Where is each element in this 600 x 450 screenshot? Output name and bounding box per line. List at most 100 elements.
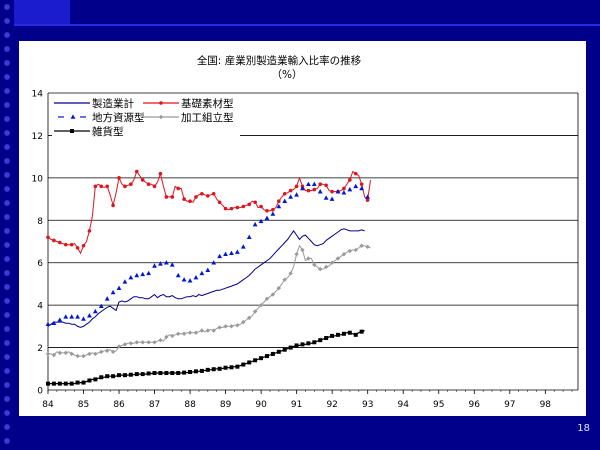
- data-point: [311, 181, 317, 187]
- data-point: [92, 308, 98, 314]
- data-point: [247, 202, 252, 207]
- data-point: [217, 325, 222, 330]
- data-point: [365, 198, 370, 202]
- data-point: [176, 371, 181, 376]
- data-point: [158, 337, 163, 343]
- data-point: [341, 190, 347, 195]
- data-point: [347, 330, 352, 335]
- data-point: [123, 184, 127, 189]
- data-point: [175, 331, 181, 336]
- data-point: [246, 234, 252, 240]
- data-point: [353, 183, 359, 189]
- data-point: [170, 195, 175, 199]
- data-point: [288, 271, 293, 276]
- data-point: [335, 256, 341, 261]
- data-point: [57, 350, 63, 356]
- data-point: [51, 320, 57, 325]
- data-point: [134, 272, 140, 278]
- data-point: [116, 344, 122, 349]
- data-point: [282, 191, 287, 196]
- legend-item: 基礎素材型: [143, 97, 234, 110]
- data-point: [300, 185, 305, 191]
- data-point: [294, 252, 299, 257]
- data-point: [105, 184, 109, 189]
- data-point: [199, 328, 205, 333]
- data-point: [99, 184, 104, 189]
- legend-marker: [159, 101, 163, 105]
- data-point: [152, 371, 157, 376]
- data-point: [234, 249, 240, 254]
- data-point: [229, 365, 234, 370]
- data-point: [75, 353, 80, 359]
- dotted-border-decoration: [0, 0, 14, 450]
- data-point: [170, 333, 175, 339]
- data-point: [93, 351, 98, 357]
- data-point: [253, 200, 257, 205]
- data-point: [241, 204, 246, 209]
- data-point: [223, 365, 228, 370]
- data-point: [288, 188, 293, 193]
- data-point: [169, 262, 175, 267]
- data-point: [181, 277, 187, 282]
- gridlines: [47, 92, 579, 391]
- data-point: [341, 331, 346, 336]
- data-point: [200, 191, 204, 196]
- data-point: [300, 247, 305, 253]
- data-point: [75, 380, 80, 385]
- data-point: [111, 374, 116, 379]
- data-point: [63, 242, 68, 247]
- data-point: [188, 369, 193, 374]
- x-tick-label: 94: [398, 400, 410, 410]
- data-point: [264, 215, 270, 220]
- data-point: [235, 364, 240, 369]
- data-point: [359, 185, 365, 191]
- data-point: [211, 367, 216, 372]
- data-point: [163, 260, 169, 265]
- data-point: [158, 371, 163, 376]
- data-point: [223, 324, 228, 329]
- x-tick-label: 88: [184, 400, 196, 410]
- data-point: [193, 369, 198, 374]
- data-point: [146, 371, 151, 376]
- data-point: [312, 187, 317, 192]
- chart-title: 全国: 産業別製造業輸入比率の推移: [197, 54, 362, 67]
- data-point: [188, 199, 192, 203]
- x-tick-label: 93: [362, 400, 373, 410]
- data-point: [223, 251, 228, 257]
- data-point: [176, 186, 180, 191]
- data-point: [330, 189, 334, 194]
- data-point: [305, 181, 311, 187]
- data-point: [146, 340, 151, 345]
- legend-marker: [70, 129, 74, 133]
- data-point: [282, 277, 287, 282]
- page-number: 18: [577, 423, 590, 434]
- data-point: [347, 248, 353, 254]
- data-point: [240, 244, 246, 249]
- data-point: [140, 372, 145, 377]
- y-axis: 0 2 4 6 8 10 12 14: [32, 90, 44, 397]
- data-point: [194, 195, 198, 199]
- data-point: [140, 178, 145, 182]
- data-point: [199, 270, 205, 276]
- legend-label: 基礎素材型: [181, 97, 234, 110]
- data-point: [223, 206, 228, 211]
- y-tick-label: 4: [37, 302, 43, 312]
- data-point: [122, 342, 128, 347]
- data-point: [217, 366, 222, 371]
- data-point: [205, 328, 210, 333]
- y-tick-label: 2: [37, 344, 43, 354]
- data-point: [217, 200, 222, 205]
- data-point: [270, 292, 276, 297]
- data-point: [117, 373, 122, 378]
- data-point: [288, 345, 293, 350]
- data-point: [129, 182, 133, 187]
- series-1: [47, 228, 365, 328]
- x-tick-label: 90: [255, 400, 267, 410]
- x-axis: 84 85 86 87 88 89 90 91 92 93 94 95 96 97 98: [42, 390, 573, 410]
- data-point: [252, 309, 258, 314]
- series-group: [45, 169, 371, 386]
- legend-box: [52, 95, 240, 137]
- data-point: [140, 340, 145, 345]
- x-tick-label: 89: [220, 400, 232, 410]
- data-point: [110, 289, 116, 295]
